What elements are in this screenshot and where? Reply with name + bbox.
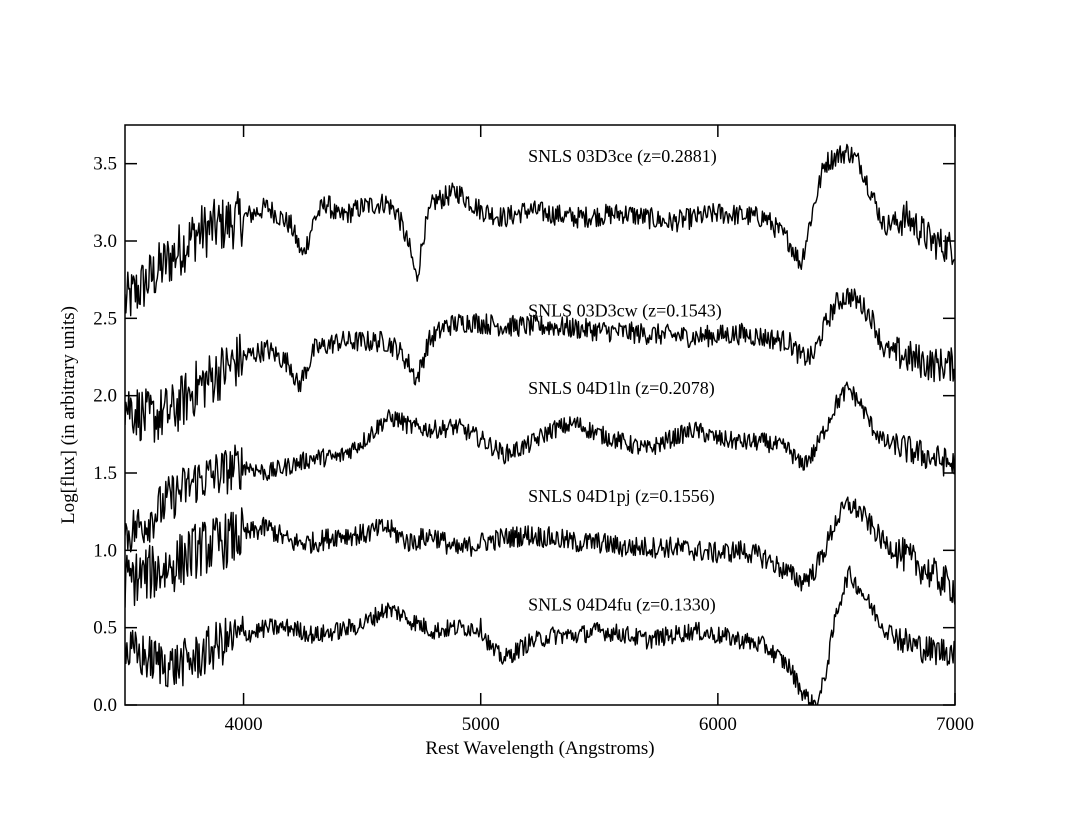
plot-frame (124, 124, 956, 706)
series-label: SNLS 04D4fu (z=0.1330) (528, 594, 716, 615)
series-line (125, 381, 955, 553)
x-tick-label: 6000 (699, 714, 737, 735)
y-tick-label: 0.5 (93, 618, 117, 639)
ticks-group: 4000 5000 6000 7000 0.0 0.5 1.0 1.5 2.0 2.5 3.0 3.5 (93, 125, 974, 735)
series-label: SNLS 04D1pj (z=0.1556) (528, 486, 715, 507)
series-labels-group: SNLS 03D3ce (z=0.2881) SNLS 03D3cw (z=0.1… (528, 146, 722, 616)
y-tick-label: 3.5 (93, 154, 117, 175)
series-group (125, 143, 955, 705)
x-tick-label: 7000 (936, 714, 974, 735)
series-label: SNLS 04D1ln (z=0.2078) (528, 378, 715, 399)
x-tick-label: 4000 (225, 714, 263, 735)
y-axis-title: Log[flux] (in arbitrary units) (58, 306, 79, 524)
series-line (125, 143, 955, 317)
x-tick-label: 5000 (462, 714, 500, 735)
y-tick-label: 3.0 (93, 231, 117, 252)
y-tick-label: 1.0 (93, 540, 117, 561)
x-axis-title: Rest Wavelength (Angstroms) (425, 738, 654, 759)
series-line (125, 287, 955, 443)
y-tick-label: 1.5 (93, 463, 117, 484)
y-tick-label: 2.0 (93, 386, 117, 407)
y-tick-label: 0.0 (93, 695, 117, 716)
series-label: SNLS 03D3ce (z=0.2881) (528, 146, 717, 167)
y-tick-label: 2.5 (93, 308, 117, 329)
series-label: SNLS 03D3cw (z=0.1543) (528, 301, 722, 322)
series-line (125, 496, 955, 608)
series-line (125, 565, 955, 705)
